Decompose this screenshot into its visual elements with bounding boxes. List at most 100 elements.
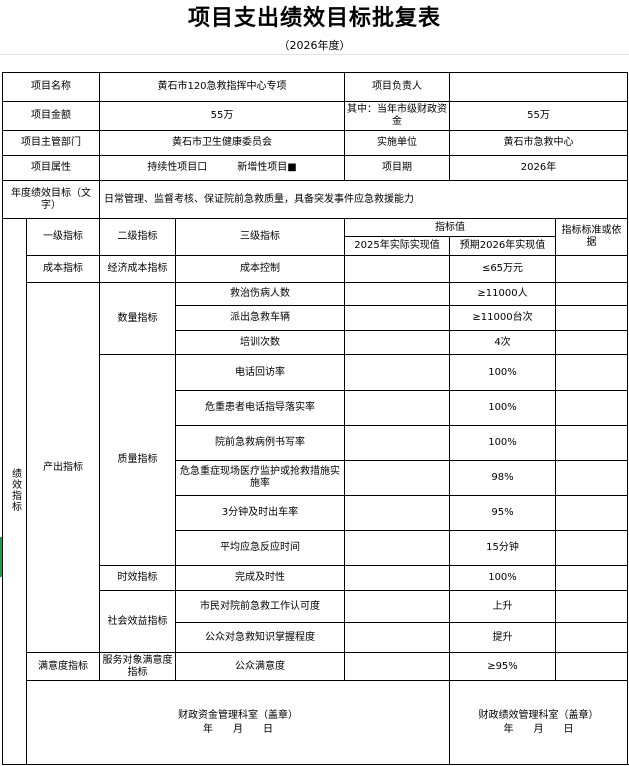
table-row: 培训次数 4次 xyxy=(3,330,628,355)
goal[interactable]: 日常管理、监督考核、保证院前急救质量，具备突发事件应急救援能力 xyxy=(99,180,628,219)
metric-name: 派出急救车辆 xyxy=(175,305,345,331)
metric-basis[interactable] xyxy=(555,305,628,331)
satisfaction-l1: 满意度指标 xyxy=(26,652,100,681)
metric-2025[interactable] xyxy=(344,390,450,426)
amount-label: 项目金额 xyxy=(2,101,100,131)
metrics-side-label: 绩效指标 xyxy=(2,218,27,765)
metric-name: 院前急救病例书写率 xyxy=(175,425,345,461)
metric-2025[interactable] xyxy=(344,530,450,566)
metric-basis[interactable] xyxy=(555,460,628,496)
metric-name: 救治伤病人数 xyxy=(175,282,345,306)
metric-2025[interactable] xyxy=(344,622,450,653)
project-name[interactable]: 黄石市120急救指挥中心专项 xyxy=(99,72,345,102)
metric-2026[interactable]: 100% xyxy=(449,354,556,391)
metric-name: 市民对院前急救工作认可度 xyxy=(175,590,345,623)
metric-2026[interactable]: 4次 xyxy=(449,330,556,355)
dept-label: 项目主管部门 xyxy=(2,130,100,156)
metric-2025[interactable] xyxy=(344,305,450,331)
metric-2026[interactable]: 100% xyxy=(449,425,556,461)
finance-perf-stamp[interactable]: 财政绩效管理科室（盖章） 年 月 日 xyxy=(449,680,628,765)
attr-value[interactable]: 持续性项目口 新增性项目■ xyxy=(99,155,345,181)
metrics-side-text: 绩效指标 xyxy=(9,467,21,512)
metric-2026[interactable]: 提升 xyxy=(449,622,556,653)
metric-basis[interactable] xyxy=(555,622,628,653)
table-row: 平均应急反应时间 15分钟 xyxy=(3,530,628,566)
metric-basis[interactable] xyxy=(555,282,628,306)
metric-basis[interactable] xyxy=(555,565,628,591)
attr-new: 新增性项目■ xyxy=(237,162,297,173)
cost-l1: 成本指标 xyxy=(26,255,100,283)
metric-2025[interactable] xyxy=(344,590,450,623)
quality-l2: 质量指标 xyxy=(99,354,176,566)
quantity-l2: 数量指标 xyxy=(99,282,176,355)
metric-name: 电话回访率 xyxy=(175,354,345,391)
leader[interactable] xyxy=(449,72,628,102)
impl-label: 实施单位 xyxy=(344,130,450,156)
cost-basis[interactable] xyxy=(555,255,628,283)
metric-2026[interactable]: 98% xyxy=(449,460,556,496)
metric-2026[interactable]: 上升 xyxy=(449,590,556,623)
metric-2026[interactable]: 95% xyxy=(449,495,556,531)
metric-2025[interactable] xyxy=(344,652,450,681)
page-subtitle: （2026年度） xyxy=(278,39,351,52)
header-2025: 2025年实际实现值 xyxy=(344,236,450,256)
project-name-label: 项目名称 xyxy=(2,72,100,102)
metric-basis[interactable] xyxy=(555,530,628,566)
table-row: 院前急救病例书写率 100% xyxy=(3,425,628,461)
cost-l3: 成本控制 xyxy=(175,255,345,283)
header-2026: 预期2026年实现值 xyxy=(449,236,556,256)
metric-2025[interactable] xyxy=(344,460,450,496)
period[interactable]: 2026年 xyxy=(449,155,628,181)
amount[interactable]: 55万 xyxy=(99,101,345,131)
metric-basis[interactable] xyxy=(555,330,628,355)
finance-fund-label: 财政资金管理科室（盖章） xyxy=(178,709,298,721)
table-row: 危重患者电话指导落实率 100% xyxy=(3,390,628,426)
table-row: 时效指标 完成及时性 100% xyxy=(3,565,628,591)
timeliness-l2: 时效指标 xyxy=(99,565,176,591)
city-fund[interactable]: 55万 xyxy=(449,101,628,131)
cost-2025[interactable] xyxy=(344,255,450,283)
metric-2025[interactable] xyxy=(344,354,450,391)
metric-2025[interactable] xyxy=(344,330,450,355)
impl[interactable]: 黄石市急救中心 xyxy=(449,130,628,156)
dept[interactable]: 黄石市卫生健康委员会 xyxy=(99,130,345,156)
cost-2026[interactable]: ≤65万元 xyxy=(449,255,556,283)
metric-2025[interactable] xyxy=(344,565,450,591)
table-row: 成本指标 经济成本指标 成本控制 ≤65万元 xyxy=(3,255,628,283)
finance-fund-date: 年 月 日 xyxy=(203,723,273,735)
metric-basis[interactable] xyxy=(555,354,628,391)
metric-basis[interactable] xyxy=(555,652,628,681)
output-l1: 产出指标 xyxy=(26,282,100,653)
metric-name: 3分钟及时出车率 xyxy=(175,495,345,531)
finance-fund-stamp[interactable]: 财政资金管理科室（盖章） 年 月 日 xyxy=(26,680,450,765)
header-l2: 二级指标 xyxy=(99,218,176,256)
finance-perf-date: 年 月 日 xyxy=(503,723,574,735)
metric-basis[interactable] xyxy=(555,590,628,623)
metric-2026[interactable]: 15分钟 xyxy=(449,530,556,566)
metric-name: 完成及时性 xyxy=(175,565,345,591)
metric-2025[interactable] xyxy=(344,425,450,461)
leader-label: 项目负责人 xyxy=(344,72,450,102)
metric-name: 公众对急救知识掌握程度 xyxy=(175,622,345,653)
goal-label: 年度绩效目标（文字） xyxy=(2,180,100,219)
metric-2025[interactable] xyxy=(344,495,450,531)
table-row: 公众对急救知识掌握程度 提升 xyxy=(3,622,628,653)
metric-basis[interactable] xyxy=(555,495,628,531)
metric-2026[interactable]: ≥11000台次 xyxy=(449,305,556,331)
city-fund-label: 其中：当年市级财政资金 xyxy=(344,101,450,131)
metric-2026[interactable]: ≥95% xyxy=(449,652,556,681)
metric-name: 培训次数 xyxy=(175,330,345,355)
approval-table: 项目名称 黄石市120急救指挥中心专项 项目负责人 项目金额 55万 其中：当年… xyxy=(2,72,628,765)
metric-2026[interactable]: 100% xyxy=(449,390,556,426)
attr-label: 项目属性 xyxy=(2,155,100,181)
metric-2025[interactable] xyxy=(344,282,450,306)
metric-basis[interactable] xyxy=(555,425,628,461)
header-l1: 一级指标 xyxy=(26,218,100,256)
cost-l2: 经济成本指标 xyxy=(99,255,176,283)
divider xyxy=(0,54,629,55)
metric-basis[interactable] xyxy=(555,390,628,426)
metric-2026[interactable]: 100% xyxy=(449,565,556,591)
table-row: 质量指标 电话回访率 100% xyxy=(3,354,628,566)
finance-perf-label: 财政绩效管理科室（盖章） xyxy=(478,709,599,721)
metric-2026[interactable]: ≥11000人 xyxy=(449,282,556,306)
